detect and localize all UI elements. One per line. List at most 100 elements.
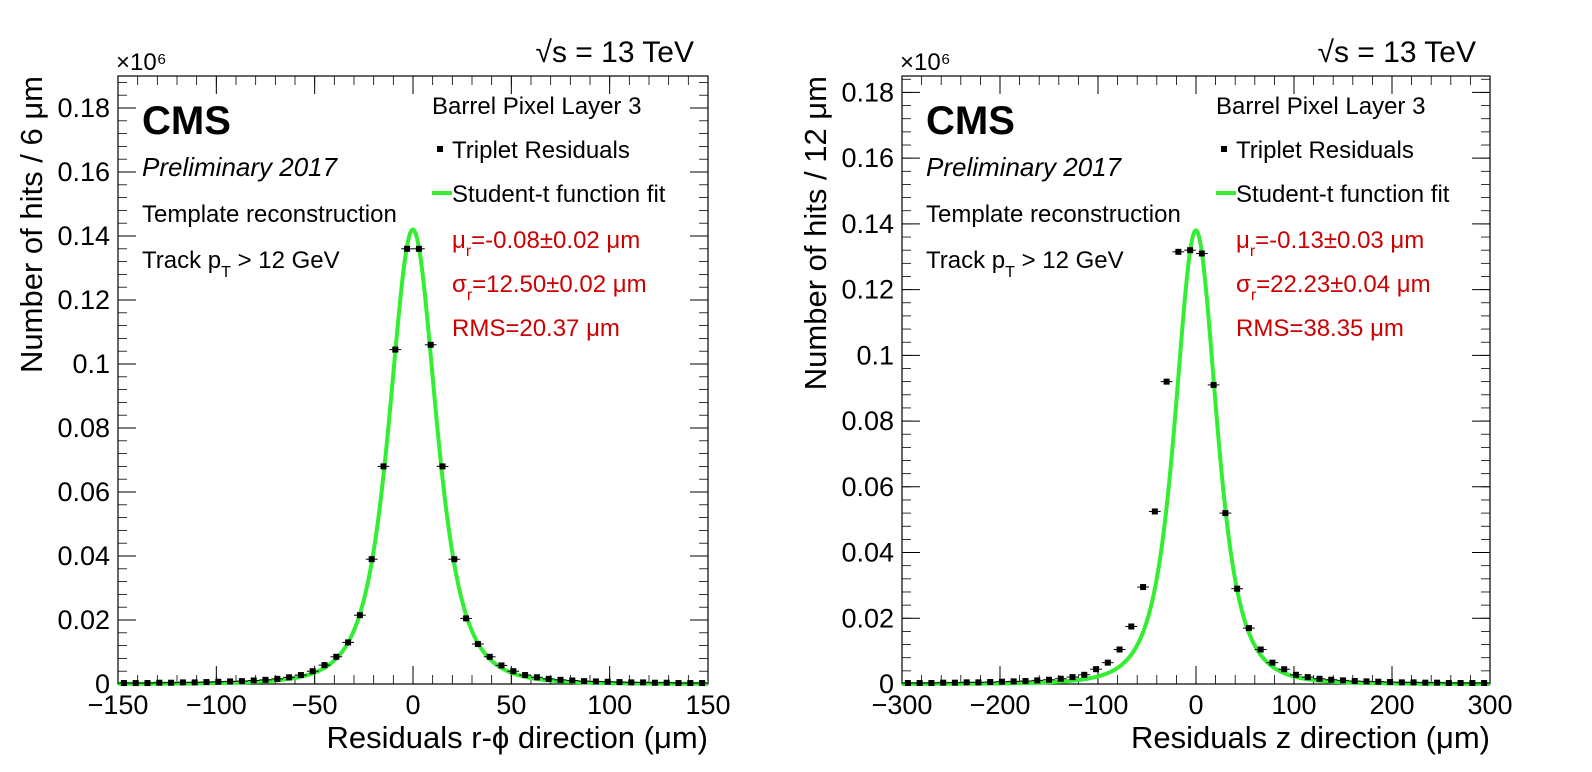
data-point — [1140, 584, 1147, 591]
data-point — [1210, 381, 1217, 388]
chart-panel-1: 0 0.02 0.04 0.06 0.08 0.1 0.12 0.14 0.16 0.18 −150… — [14, 36, 731, 755]
data-point — [1010, 678, 1017, 685]
legend-label-data: Triplet Residuals — [452, 137, 630, 164]
data-point — [963, 679, 970, 686]
y-tick-label: 0.02 — [841, 603, 894, 633]
y-tick-label: 0.16 — [57, 157, 110, 187]
data-point — [1257, 646, 1264, 653]
y-tick-label: 0.04 — [57, 541, 110, 571]
x-axis-label: Residuals r-ϕ direction (μm) — [327, 720, 708, 755]
experiment-label: CMS — [142, 99, 231, 143]
legend-label-fit: Student-t function fit — [452, 181, 666, 208]
data-point — [1328, 676, 1335, 683]
data-point — [951, 679, 958, 686]
chart-panel-2: 0 0.02 0.04 0.06 0.08 0.1 0.12 0.14 0.16 0.18 −300… — [798, 36, 1513, 755]
student-t-fit-curve — [902, 228, 1490, 686]
fit-result-1: μr=-0.13±0.03 μm — [1236, 227, 1424, 260]
fit-result-value: =12.50±0.02 μm — [472, 271, 646, 298]
y-tick-label: 0 — [95, 669, 110, 699]
data-point — [1281, 666, 1288, 673]
data-point — [604, 678, 611, 685]
x-tick-label: −100 — [186, 690, 247, 720]
y-tick-label: 0 — [879, 669, 894, 699]
data-point — [356, 612, 363, 619]
data-point — [1022, 678, 1029, 685]
data-point — [1363, 678, 1370, 685]
data-point — [1104, 659, 1111, 666]
data-point — [215, 678, 222, 685]
track-pt-threshold: > 12 GeV — [231, 247, 340, 274]
data-point — [404, 245, 411, 252]
y-tick-label: 0.18 — [57, 93, 110, 123]
data-point — [415, 245, 422, 252]
data-point — [144, 680, 151, 687]
data-point — [1375, 678, 1382, 685]
data-point — [663, 679, 670, 686]
status-label: Preliminary 2017 — [926, 152, 1123, 182]
fit-result-3: RMS=38.35 μm — [1236, 315, 1404, 342]
data-point — [510, 668, 517, 675]
y-tick-label: 0.04 — [841, 538, 894, 568]
fit-result-value: =22.23±0.04 μm — [1256, 271, 1430, 298]
data-point — [1046, 676, 1052, 683]
data-point — [1457, 680, 1464, 687]
data-point — [286, 674, 293, 681]
data-point — [651, 679, 658, 686]
data-point — [557, 676, 564, 683]
track-pt-text: Track p — [926, 247, 1005, 274]
data-point — [1187, 247, 1194, 254]
data-point — [1163, 378, 1170, 385]
data-point — [179, 679, 186, 686]
data-point — [451, 556, 458, 563]
legend-marker-data — [1221, 146, 1227, 152]
track-pt-subscript: T — [221, 264, 231, 281]
data-point — [1304, 674, 1311, 681]
data-point — [1128, 623, 1135, 630]
y-tick-label: 0.16 — [841, 143, 894, 173]
data-point — [392, 346, 399, 353]
x-tick-label: 0 — [405, 690, 420, 720]
data-point — [345, 639, 352, 646]
fit-result-1: μr=-0.08±0.02 μm — [452, 227, 640, 260]
data-point — [156, 679, 163, 686]
x-tick-label: −50 — [292, 690, 338, 720]
x-tick-label: −200 — [970, 690, 1031, 720]
data-point — [463, 615, 470, 622]
x-tick-label: −300 — [872, 690, 933, 720]
fit-result-3: RMS=20.37 μm — [452, 315, 620, 342]
data-point — [250, 677, 257, 684]
data-point — [309, 668, 316, 675]
y-tick-label: 0.06 — [841, 472, 894, 502]
y-tick-label: 0.1 — [72, 349, 110, 379]
data-point — [1151, 508, 1158, 515]
data-point — [1351, 678, 1358, 685]
data-point — [474, 641, 481, 647]
fit-result-symbol: σ — [452, 271, 467, 298]
data-point — [486, 653, 493, 660]
data-point — [675, 680, 682, 687]
data-point — [1410, 679, 1417, 686]
data-point — [592, 678, 599, 685]
data-point — [628, 679, 635, 686]
data-point — [1116, 646, 1123, 653]
data-point — [1422, 679, 1429, 686]
data-point — [1445, 680, 1452, 687]
fit-result-2: σr=12.50±0.02 μm — [452, 271, 647, 304]
data-point — [1069, 674, 1076, 681]
data-point — [262, 676, 269, 683]
x-tick-label: 100 — [587, 690, 632, 720]
data-point — [916, 680, 923, 687]
fit-result-subscript: r — [467, 287, 473, 304]
energy-label: √s = 13 TeV — [535, 36, 694, 69]
y-tick-label: 0.08 — [841, 406, 894, 436]
fit-result-value: =-0.13±0.03 μm — [1255, 227, 1424, 254]
data-point — [1469, 680, 1476, 687]
data-point — [1269, 659, 1276, 666]
legend-marker-data — [437, 146, 443, 152]
data-point — [998, 678, 1005, 685]
data-point — [1057, 675, 1064, 682]
data-point — [1292, 671, 1299, 678]
data-point — [1434, 679, 1441, 686]
